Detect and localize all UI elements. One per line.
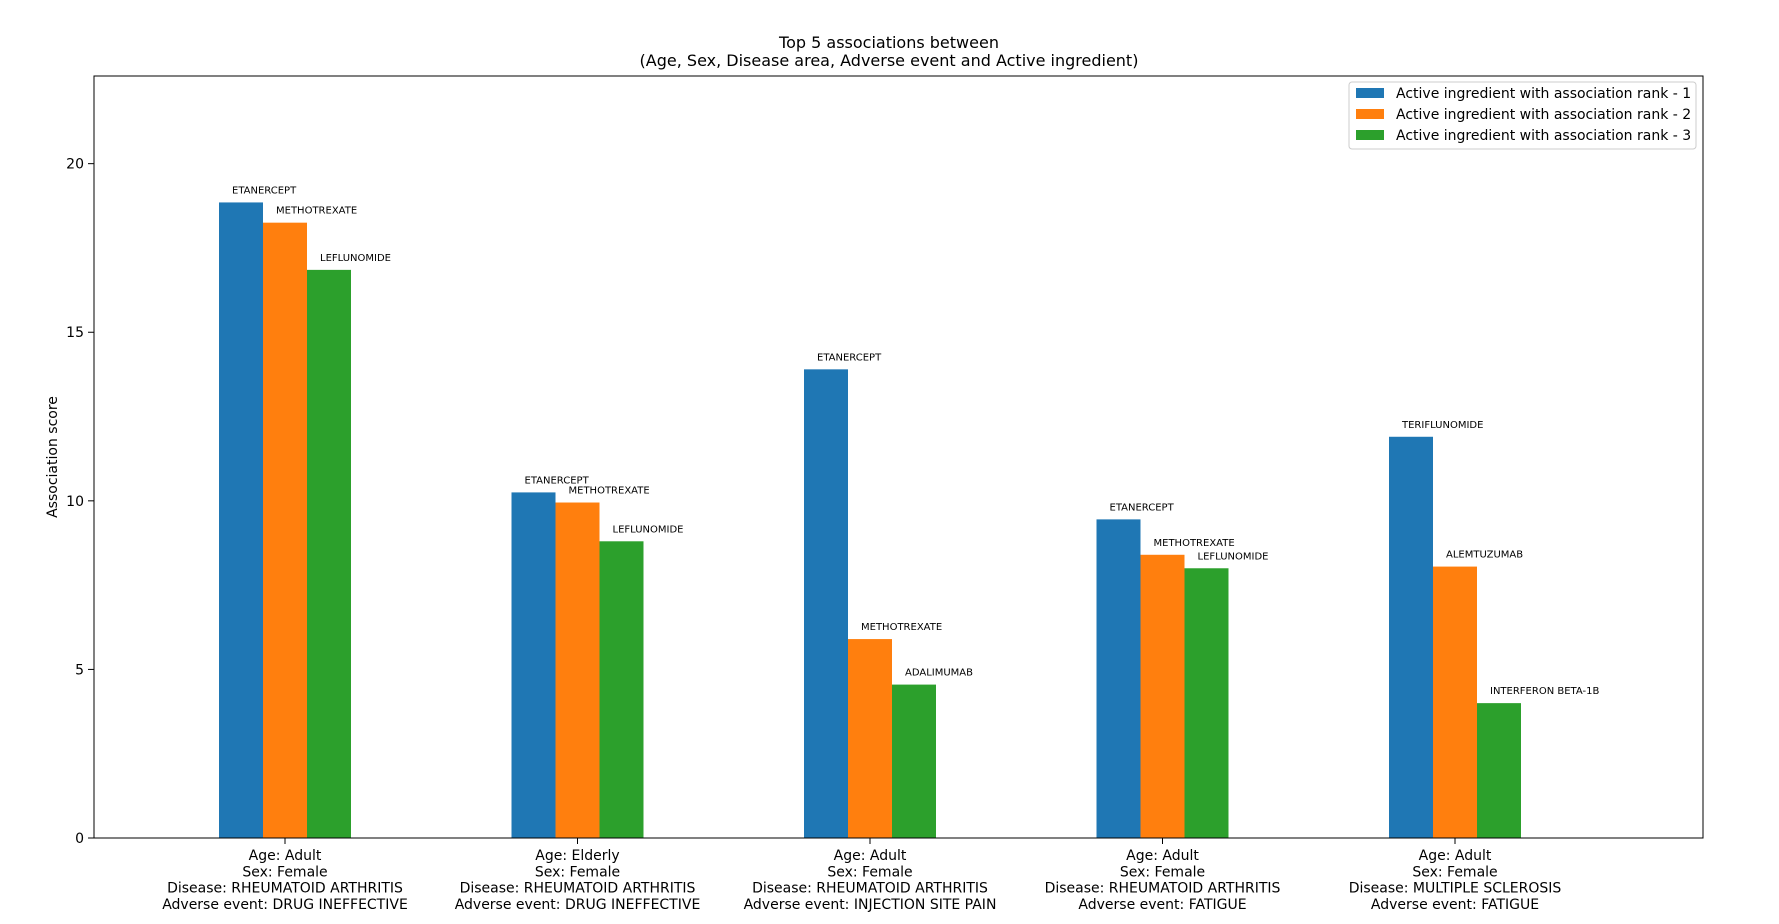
bar-label-rank-3-group-3: ADALIMUMAB xyxy=(905,668,973,679)
x-tick-label-line: Sex: Female xyxy=(242,864,327,880)
x-tick-label-line: Sex: Female xyxy=(1412,864,1497,880)
bar-label-rank-3-group-5: INTERFERON BETA-1B xyxy=(1490,686,1599,697)
legend-box xyxy=(1348,81,1697,150)
bar-label-rank-2-group-4: METHOTREXATE xyxy=(1154,538,1235,549)
x-tick-label-line: Adverse event: INJECTION SITE PAIN xyxy=(744,897,997,913)
x-tick-label-line: Age: Elderly xyxy=(535,848,619,864)
y-tick-label: 5 xyxy=(75,662,84,678)
x-tick-label-line: Sex: Female xyxy=(535,864,620,880)
bar-label-rank-2-group-5: ALEMTUZUMAB xyxy=(1446,550,1523,561)
y-tick-label: 20 xyxy=(66,157,84,173)
chart-title-line-1: Top 5 associations between xyxy=(778,33,999,52)
x-tick-label-line: Disease: RHEUMATOID ARTHRITIS xyxy=(1045,881,1281,897)
y-tick-label: 10 xyxy=(66,494,84,510)
legend-entry-rank-1: Active ingredient with association rank … xyxy=(1396,86,1691,102)
bar-rank-3-group-4 xyxy=(1184,568,1229,838)
bar-label-rank-2-group-3: METHOTREXATE xyxy=(861,622,942,633)
x-tick-label-line: Age: Adult xyxy=(1126,848,1199,864)
legend: Active ingredient with association rank … xyxy=(1348,81,1697,150)
bar-label-rank-2-group-1: METHOTREXATE xyxy=(276,206,357,217)
bar-label-rank-1-group-1: ETANERCEPT xyxy=(232,185,297,196)
bar-rank-1-group-2 xyxy=(511,492,556,838)
bar-rank-2-group-5 xyxy=(1433,566,1477,838)
y-axis: 0 5 10 15 20 xyxy=(66,157,94,847)
bar-rank-1-group-1 xyxy=(219,202,263,838)
x-tick-label-line: Age: Adult xyxy=(249,848,322,864)
bar-rank-2-group-2 xyxy=(555,502,600,838)
bar-label-rank-1-group-4: ETANERCEPT xyxy=(1110,502,1175,513)
x-tick-label-line: Disease: RHEUMATOID ARTHRITIS xyxy=(460,881,696,897)
bar-label-rank-1-group-2: ETANERCEPT xyxy=(525,475,590,486)
bar-rank-3-group-2 xyxy=(599,541,644,838)
x-tick-label-line: Adverse event: DRUG INEFFECTIVE xyxy=(455,897,701,913)
bar-label-rank-3-group-4: LEFLUNOMIDE xyxy=(1198,551,1269,562)
x-tick-label-line: Disease: RHEUMATOID ARTHRITIS xyxy=(167,881,403,897)
bar-rank-3-group-3 xyxy=(892,684,936,838)
x-tick-label-line: Adverse event: FATIGUE xyxy=(1371,897,1539,913)
bar-label-rank-3-group-1: LEFLUNOMIDE xyxy=(320,253,391,264)
y-axis-label: Association score xyxy=(45,396,61,518)
bar-rank-1-group-4 xyxy=(1096,519,1141,838)
legend-entry-rank-2: Active ingredient with association rank … xyxy=(1396,107,1691,123)
plot-frame xyxy=(93,75,1704,839)
bar-labels-layer: ETANERCEPT ETANERCEPT ETANERCEPT ETANERCEPT… xyxy=(232,185,1599,697)
legend-swatch-rank-1 xyxy=(1356,88,1384,98)
x-tick-label-line: Age: Adult xyxy=(1419,848,1492,864)
bar-rank-2-group-3 xyxy=(848,639,892,838)
x-tick-label-line: Age: Adult xyxy=(834,848,907,864)
legend-entry-rank-3: Active ingredient with association rank … xyxy=(1396,128,1691,144)
bar-rank-2-group-1 xyxy=(263,222,307,838)
x-tick-label-line: Sex: Female xyxy=(827,864,912,880)
x-tick-label-line: Sex: Female xyxy=(1120,864,1205,880)
bar-rank-3-group-5 xyxy=(1477,703,1521,838)
bar-rank-1-group-5 xyxy=(1389,436,1433,838)
bar-rank-3-group-1 xyxy=(307,269,351,838)
y-tick-label: 0 xyxy=(75,831,84,847)
bar-rank-1-group-3 xyxy=(804,369,848,838)
bar-label-rank-1-group-3: ETANERCEPT xyxy=(817,352,882,363)
x-tick-label-line: Disease: RHEUMATOID ARTHRITIS xyxy=(752,881,988,897)
y-tick-label: 15 xyxy=(66,325,84,341)
chart-title-line-2: (Age, Sex, Disease area, Adverse event a… xyxy=(640,51,1139,70)
legend-swatch-rank-2 xyxy=(1356,109,1384,119)
bars-layer xyxy=(219,202,1521,838)
x-tick-label-line: Disease: MULTIPLE SCLEROSIS xyxy=(1349,881,1562,897)
legend-swatch-rank-3 xyxy=(1356,130,1384,140)
bar-label-rank-2-group-2: METHOTREXATE xyxy=(569,486,650,497)
bar-label-rank-3-group-2: LEFLUNOMIDE xyxy=(613,524,684,535)
x-tick-label-line: Adverse event: DRUG INEFFECTIVE xyxy=(162,897,408,913)
bar-label-rank-1-group-5: TERIFLUNOMIDE xyxy=(1401,420,1483,431)
bar-rank-2-group-4 xyxy=(1140,554,1185,838)
x-tick-label-line: Adverse event: FATIGUE xyxy=(1078,897,1246,913)
